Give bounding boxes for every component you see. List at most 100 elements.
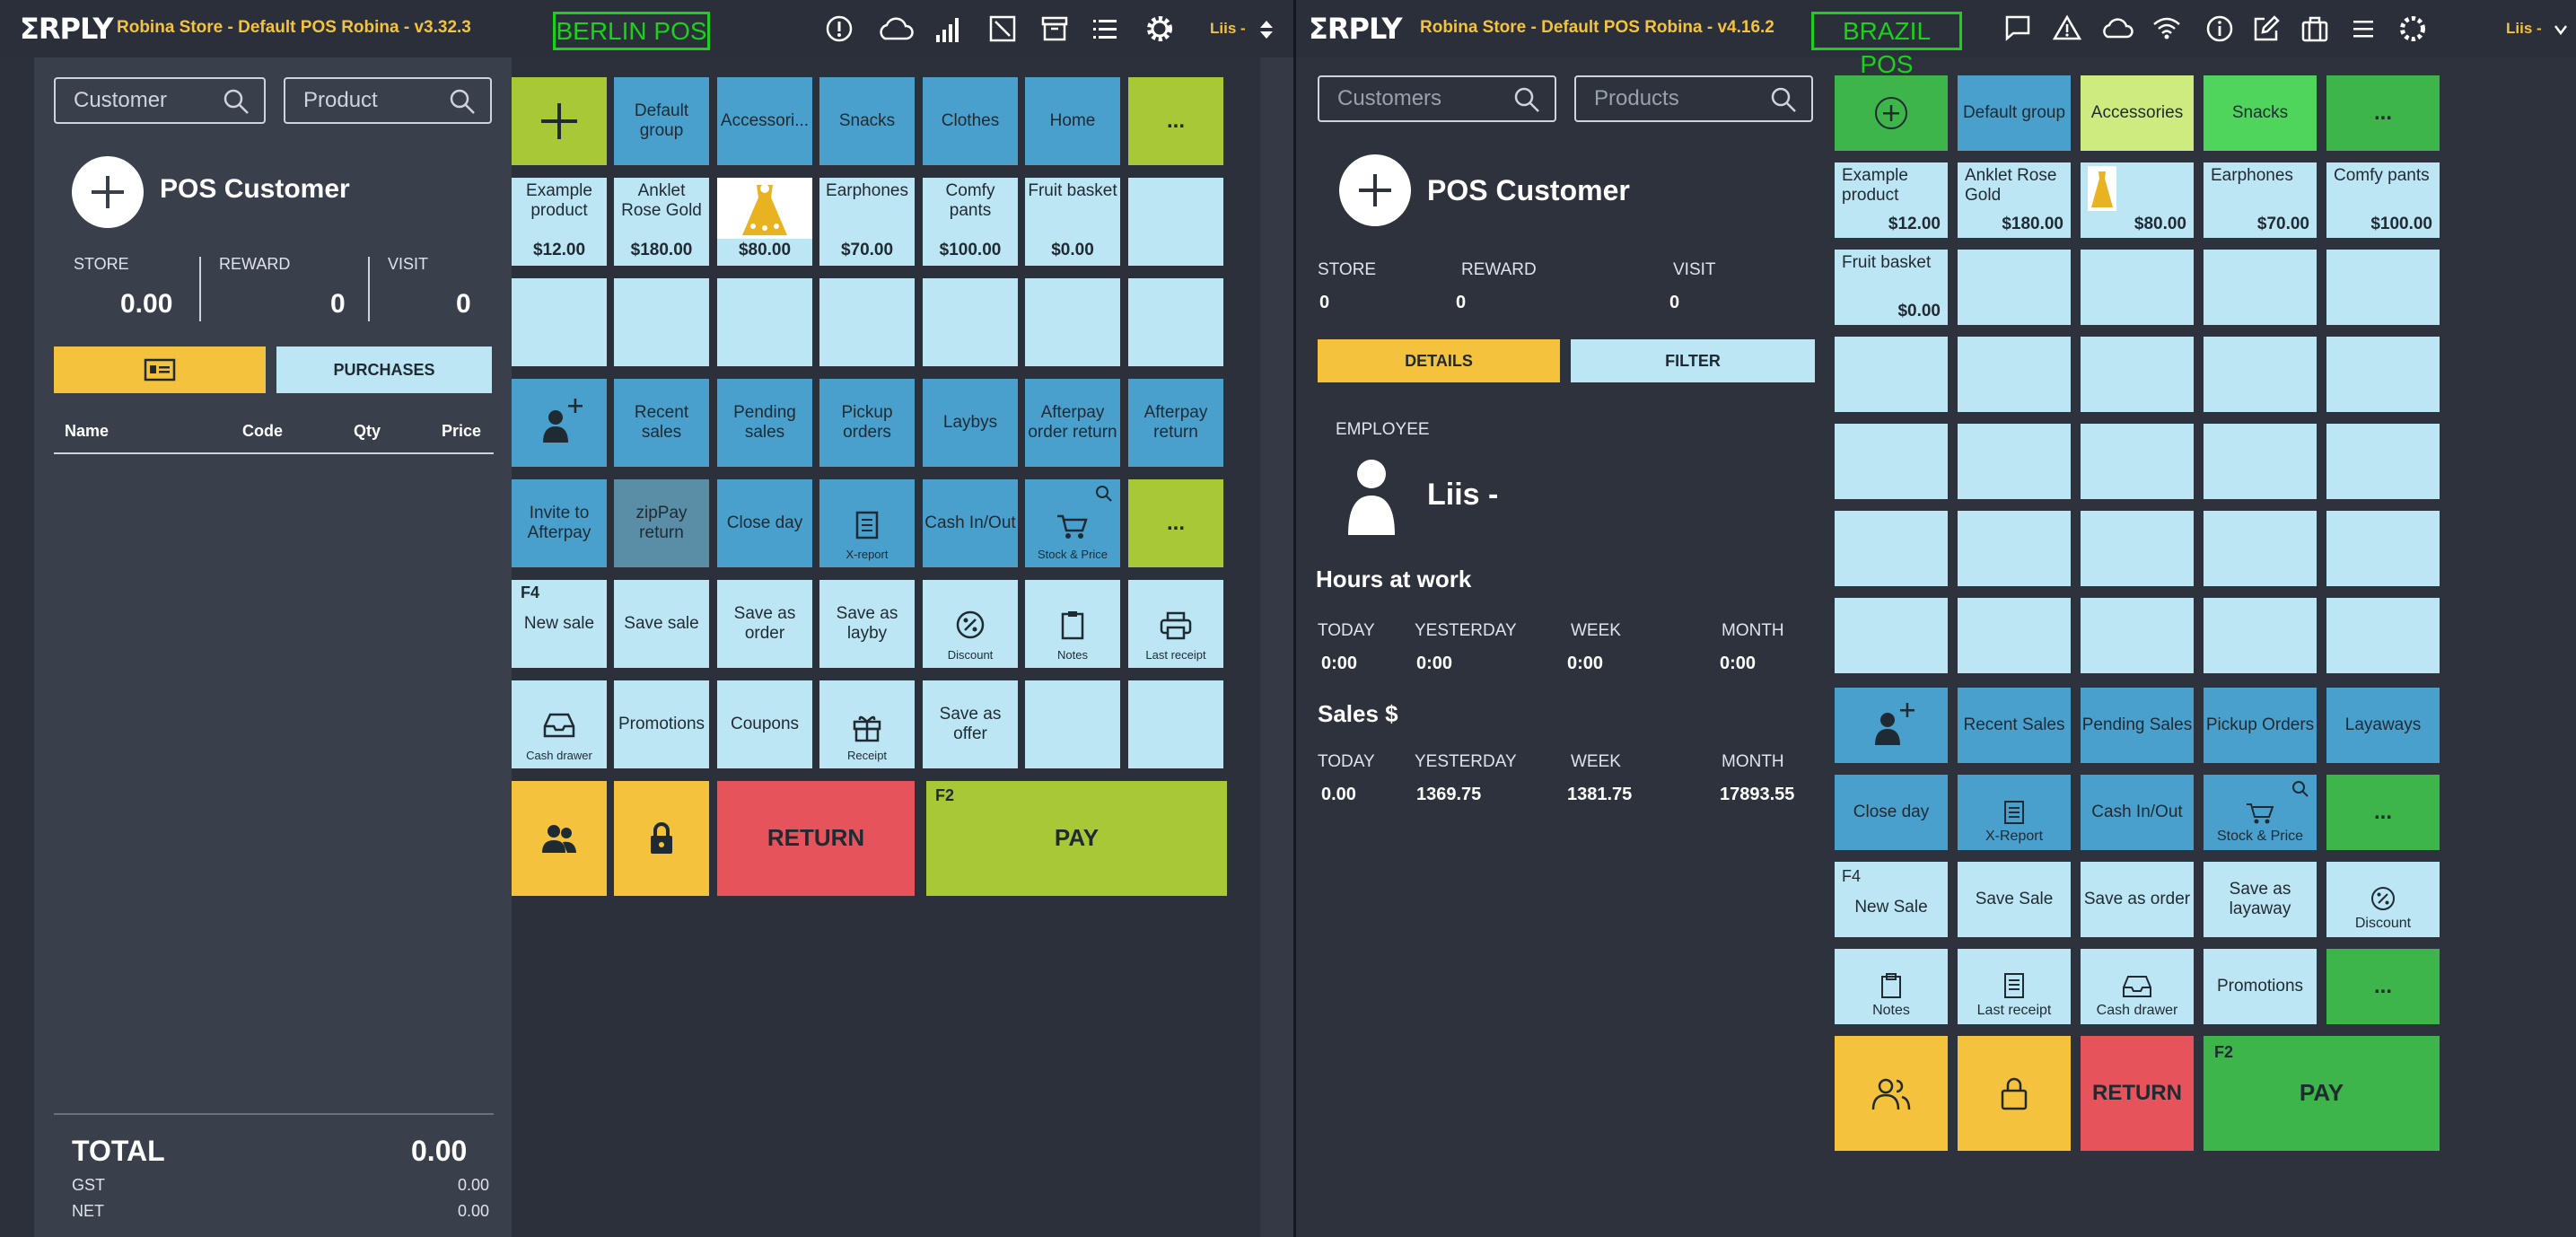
empty-tile[interactable] xyxy=(2326,511,2440,586)
empty-tile[interactable] xyxy=(2204,250,2317,325)
discount-button[interactable]: Discount xyxy=(923,580,1018,668)
product-tile[interactable]: $80.00 xyxy=(2081,162,2194,238)
cash-drawer-button[interactable]: Cash drawer xyxy=(512,680,607,768)
x-report-button[interactable]: X-report xyxy=(819,479,915,567)
empty-tile[interactable] xyxy=(1128,680,1223,768)
group-default[interactable]: Default group xyxy=(614,77,709,165)
new-sale-button[interactable]: F4 New sale xyxy=(512,580,607,668)
empty-tile[interactable] xyxy=(2204,337,2317,412)
return-button[interactable]: RETURN xyxy=(717,781,915,896)
add-group-button[interactable] xyxy=(512,77,607,165)
add-person-button[interactable] xyxy=(1835,688,1948,763)
product-search-input[interactable]: Products xyxy=(1574,75,1813,122)
pending-sales-button[interactable]: Pending Sales xyxy=(2081,688,2194,763)
zippay-return-button[interactable]: zipPay return xyxy=(614,479,709,567)
group-default[interactable]: Default group xyxy=(1958,75,2071,151)
pickup-orders-button[interactable]: Pickup orders xyxy=(819,379,915,467)
notes-button[interactable]: Notes xyxy=(1835,949,1948,1024)
customer-search-input[interactable]: Customer xyxy=(54,77,266,124)
empty-tile[interactable] xyxy=(2326,250,2440,325)
stock-price-button[interactable]: Stock & Price xyxy=(2204,775,2317,850)
afterpay-return-button[interactable]: Afterpay return xyxy=(1128,379,1223,467)
save-as-layaway-button[interactable]: Save as layaway xyxy=(2204,862,2317,937)
product-tile[interactable]: $80.00 xyxy=(717,178,812,266)
group-snacks[interactable]: Snacks xyxy=(819,77,915,165)
layaways-button[interactable]: Layaways xyxy=(2326,688,2440,763)
stock-price-button[interactable]: Stock & Price xyxy=(1025,479,1120,567)
save-as-offer-button[interactable]: Save as offer xyxy=(923,680,1018,768)
pickup-orders-button[interactable]: Pickup Orders xyxy=(2204,688,2317,763)
empty-tile[interactable] xyxy=(2081,598,2194,673)
save-sale-button[interactable]: Save sale xyxy=(614,580,709,668)
discount-button[interactable]: Discount xyxy=(2326,862,2440,937)
new-sale-button[interactable]: F4 New Sale xyxy=(1835,862,1948,937)
cash-in-out-button[interactable]: Cash In/Out xyxy=(2081,775,2194,850)
pending-sales-button[interactable]: Pending sales xyxy=(717,379,812,467)
empty-tile[interactable] xyxy=(1025,278,1120,366)
empty-tile[interactable] xyxy=(2204,424,2317,499)
invite-afterpay-button[interactable]: Invite to Afterpay xyxy=(512,479,607,567)
save-sale-button[interactable]: Save Sale xyxy=(1958,862,2071,937)
empty-tile[interactable] xyxy=(1835,511,1948,586)
cloud-icon[interactable] xyxy=(2098,13,2134,42)
cash-drawer-button[interactable]: Cash drawer xyxy=(2081,949,2194,1024)
more-functions-button[interactable]: ... xyxy=(2326,775,2440,850)
message-icon[interactable] xyxy=(2003,13,2032,42)
add-group-button[interactable] xyxy=(1835,75,1948,151)
scrollbar[interactable] xyxy=(1260,57,1293,1237)
product-tile[interactable]: Anklet Rose Gold $180.00 xyxy=(614,178,709,266)
empty-tile[interactable] xyxy=(2326,424,2440,499)
empty-tile[interactable] xyxy=(1835,598,1948,673)
empty-tile[interactable] xyxy=(2081,250,2194,325)
alert-icon[interactable] xyxy=(824,13,854,44)
empty-tile[interactable] xyxy=(1128,278,1223,366)
more-groups-button[interactable]: ... xyxy=(1128,77,1223,165)
user-menu[interactable]: Liis - xyxy=(2506,20,2542,37)
save-as-order-button[interactable]: Save as order xyxy=(717,580,812,668)
product-tile[interactable]: Example product $12.00 xyxy=(1835,162,1948,238)
empty-tile[interactable] xyxy=(2326,598,2440,673)
filter-button[interactable]: FILTER xyxy=(1571,339,1815,382)
empty-tile[interactable] xyxy=(2326,337,2440,412)
empty-tile[interactable] xyxy=(2081,424,2194,499)
customer-card-button[interactable] xyxy=(54,347,266,393)
add-customer-button[interactable] xyxy=(72,156,144,228)
empty-tile[interactable] xyxy=(923,278,1018,366)
lock-button[interactable] xyxy=(1958,1036,2071,1151)
pay-button[interactable]: F2 PAY xyxy=(2204,1036,2440,1151)
recent-sales-button[interactable]: Recent sales xyxy=(614,379,709,467)
afterpay-order-return-button[interactable]: Afterpay order return xyxy=(1025,379,1120,467)
close-day-button[interactable]: Close day xyxy=(1835,775,1948,850)
customer-search-input[interactable]: Customers xyxy=(1318,75,1556,122)
list-icon[interactable] xyxy=(1090,13,1120,44)
empty-tile[interactable] xyxy=(2081,337,2194,412)
cloud-icon[interactable] xyxy=(876,13,914,44)
details-button[interactable]: DETAILS xyxy=(1318,339,1560,382)
more-groups-button[interactable]: ... xyxy=(2326,75,2440,151)
wifi-icon[interactable] xyxy=(2151,13,2183,42)
empty-tile[interactable] xyxy=(1958,250,2071,325)
empty-tile[interactable] xyxy=(1958,598,2071,673)
product-tile[interactable]: Earphones $70.00 xyxy=(2204,162,2317,238)
product-tile[interactable]: Example product $12.00 xyxy=(512,178,607,266)
notes-button[interactable]: Notes xyxy=(1025,580,1120,668)
scale-icon[interactable] xyxy=(987,13,1018,44)
settings-gear-icon[interactable] xyxy=(1143,13,1176,45)
empty-tile[interactable] xyxy=(819,278,915,366)
empty-tile[interactable] xyxy=(1835,424,1948,499)
more-functions-button[interactable]: ... xyxy=(1128,479,1223,567)
add-person-button[interactable] xyxy=(512,379,607,467)
group-accessories[interactable]: Accessori... xyxy=(717,77,812,165)
user-menu[interactable]: Liis - xyxy=(1210,20,1246,37)
edit-icon[interactable] xyxy=(2251,13,2282,44)
empty-tile[interactable] xyxy=(2081,511,2194,586)
lock-button[interactable] xyxy=(614,781,709,896)
empty-tile[interactable] xyxy=(2204,598,2317,673)
product-tile[interactable]: Comfy pants $100.00 xyxy=(2326,162,2440,238)
customers-button[interactable] xyxy=(512,781,607,896)
group-accessories[interactable]: Accessories xyxy=(2081,75,2194,151)
archive-icon[interactable] xyxy=(1039,13,1070,44)
last-receipt-button[interactable]: Last receipt xyxy=(1128,580,1223,668)
empty-tile[interactable] xyxy=(1835,337,1948,412)
promotions-button[interactable]: Promotions xyxy=(614,680,709,768)
